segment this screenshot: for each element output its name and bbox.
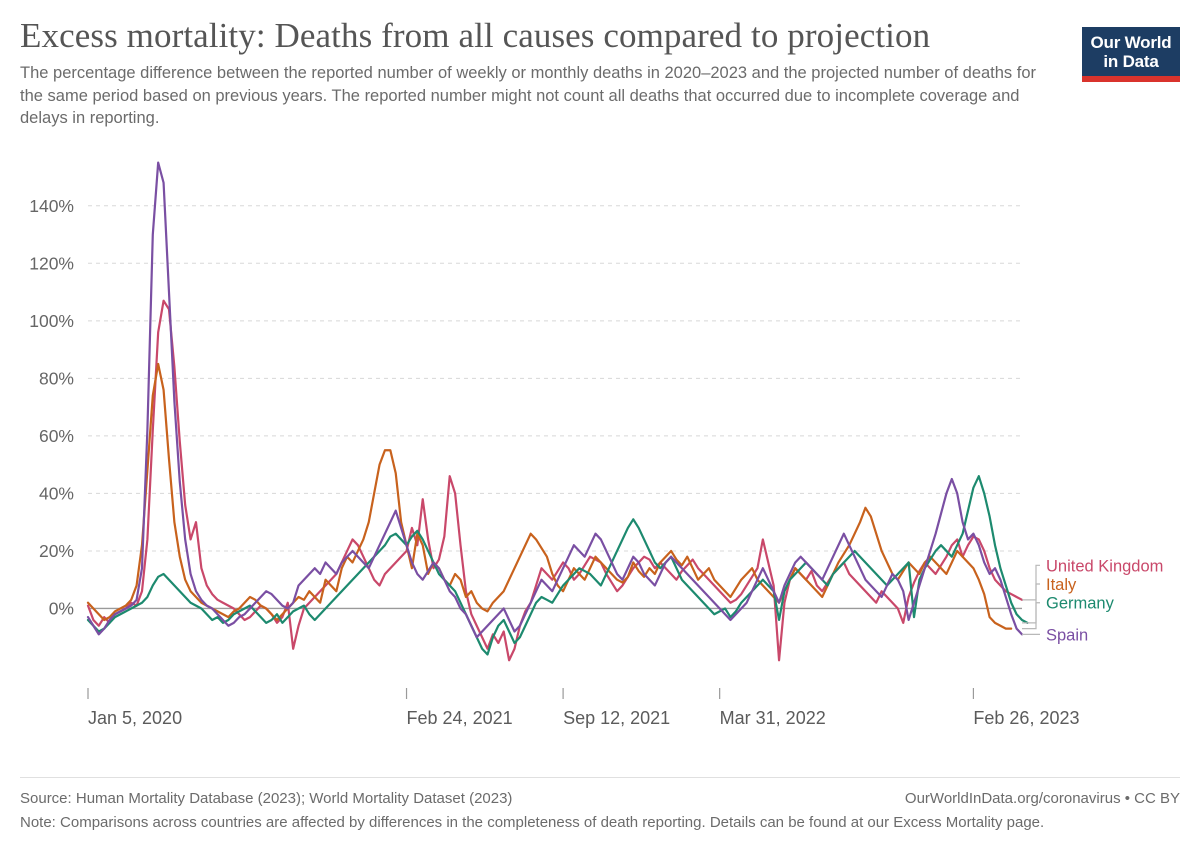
logo-line-2: in Data bbox=[1103, 52, 1159, 71]
note-text: Note: Comparisons across countries are a… bbox=[20, 814, 1045, 831]
legend-label-spain[interactable]: Spain bbox=[1046, 626, 1088, 644]
logo-red-bar bbox=[1082, 76, 1180, 82]
owid-logo[interactable]: Our World in Data bbox=[1082, 27, 1180, 82]
series-line-germany[interactable] bbox=[86, 474, 1029, 656]
legend-label-germany[interactable]: Germany bbox=[1046, 594, 1115, 612]
series-line-united-kingdom[interactable] bbox=[86, 299, 1024, 661]
legend-label-italy[interactable]: Italy bbox=[1046, 576, 1077, 594]
series-line-spain[interactable] bbox=[86, 161, 1024, 638]
chart-footer: Source: Human Mortality Database (2023);… bbox=[20, 777, 1180, 847]
x-axis-tick-label: Feb 26, 2023 bbox=[973, 708, 1079, 728]
chart-subtitle: The percentage difference between the re… bbox=[20, 64, 1037, 127]
x-axis-tick-label: Mar 31, 2022 bbox=[720, 708, 826, 728]
source-text: Source: Human Mortality Database (2023);… bbox=[20, 790, 513, 807]
legend-leader-line bbox=[1022, 564, 1040, 600]
y-axis-tick-label: 80% bbox=[39, 368, 74, 388]
chart-header: Excess mortality: Deaths from all causes… bbox=[0, 0, 1200, 130]
y-axis-tick-label: 20% bbox=[39, 540, 74, 560]
x-axis-tick-label: Feb 24, 2021 bbox=[407, 708, 513, 728]
y-axis-tick-label: 120% bbox=[29, 253, 74, 273]
x-axis-tick-label: Jan 5, 2020 bbox=[88, 708, 182, 728]
attribution-link[interactable]: OurWorldInData.org/coronavirus • CC BY bbox=[904, 790, 1180, 807]
series-line-italy[interactable] bbox=[86, 362, 1013, 630]
y-axis-tick-label: 40% bbox=[39, 483, 74, 503]
x-axis-tick-label: Sep 12, 2021 bbox=[563, 708, 670, 728]
line-chart[interactable]: 0% 20% 40% 60% 80% 100% 120% 140% Jan 5, 2020 Feb… bbox=[0, 136, 1200, 736]
chart-area[interactable]: 0% 20% 40% 60% 80% 100% 120% 140% Jan 5, 2020 Feb… bbox=[0, 136, 1200, 778]
page-title: Excess mortality: Deaths from all causes… bbox=[20, 16, 931, 55]
y-axis-tick-label: 0% bbox=[49, 598, 74, 618]
legend-label-united-kingdom[interactable]: United Kingdom bbox=[1046, 557, 1163, 575]
y-axis-tick-label: 140% bbox=[29, 195, 74, 215]
y-axis-tick-label: 60% bbox=[39, 425, 74, 445]
y-axis-tick-label: 100% bbox=[29, 310, 74, 330]
logo-line-1: Our World bbox=[1090, 33, 1172, 52]
legend-leader-line bbox=[1022, 601, 1040, 623]
